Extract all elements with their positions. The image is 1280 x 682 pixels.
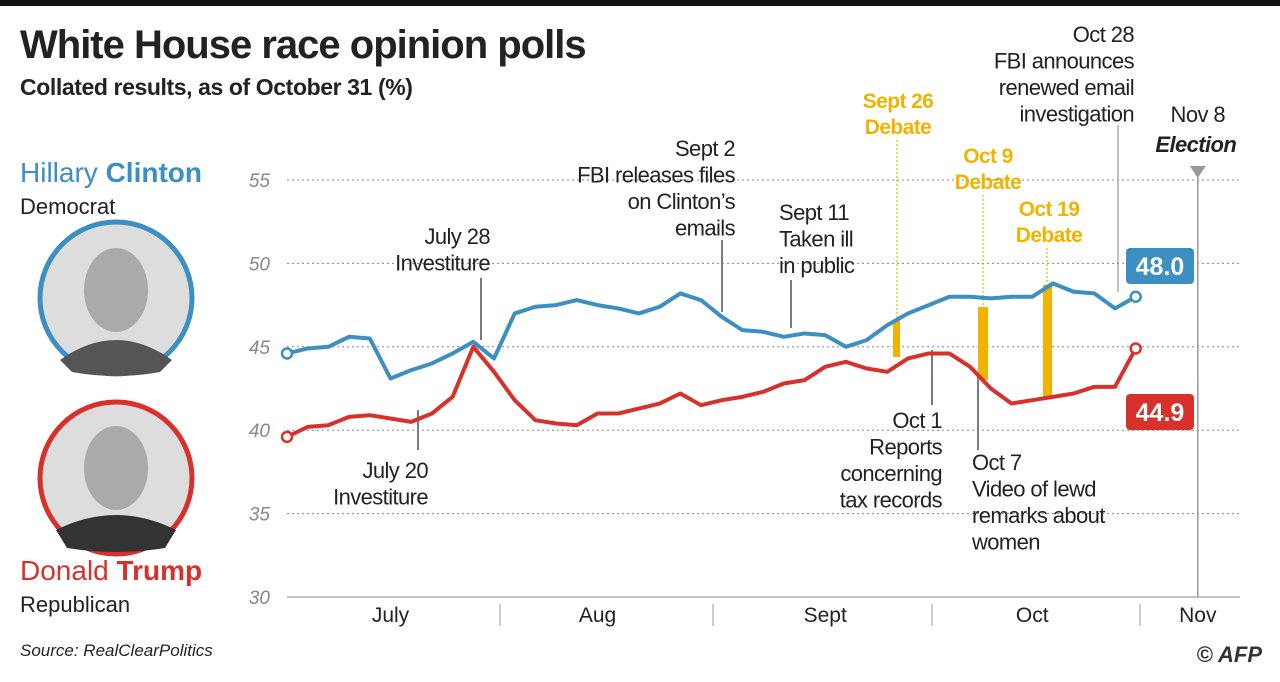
annotation-leaders [417,125,1119,450]
debate-label: Sept 26 [863,90,934,113]
election-date: Nov 8 [1171,102,1226,127]
annotation: women [971,530,1040,555]
annotation: concerning [840,461,942,486]
end-marker [1129,342,1142,355]
annotation: remarks about [972,503,1105,528]
end-marker [1129,290,1142,304]
y-tick-label: 55 [249,171,271,192]
debate-label: Debate [955,171,1021,194]
annotation: renewed email [999,75,1134,100]
legend-name: Clinton [106,157,202,188]
value-label: 44.9 [1136,399,1185,427]
end-marker [280,347,294,360]
value-label-box [1126,394,1194,430]
debate-label: Oct 9 [963,145,1013,168]
annotation: in public [779,253,855,278]
chart-subtitle: Collated results, as of October 31 (%) [20,74,413,100]
debate-bar [1043,285,1052,398]
election-label: Election [1155,132,1236,157]
chart-title: White House race opinion polls [20,23,586,67]
annotation: Investiture [395,251,490,276]
annotation: Investiture [333,485,428,510]
annotation: investigation [1020,102,1135,127]
annotation: Oct 7 [972,450,1022,475]
legend-party: Democrat [20,194,115,219]
debate-label: Oct 19 [1019,198,1080,221]
y-tick-label: 30 [249,588,271,609]
annotation: FBI releases files [577,163,736,188]
x-tick-label: Nov [1179,604,1217,627]
annotation: July 20 [362,458,428,483]
annotation: Taken ill [779,227,853,252]
debate-label: Debate [1016,224,1082,247]
legend-entry: Donald Trump [20,555,202,586]
annotation: emails [675,216,736,241]
x-tick-label: Sept [804,604,847,627]
y-tick-label: 35 [249,505,271,526]
annotation: Oct 1 [892,408,942,433]
debate-bar [893,320,900,357]
y-tick-label: 45 [249,338,271,359]
series-line [286,281,1137,381]
legend-first-name: Donald [20,555,109,586]
month-separators [499,604,1141,626]
legend-name: Trump [117,555,203,586]
annotation: Reports [869,435,942,460]
annotation: tax records [840,488,943,513]
debate-label: Debate [865,116,931,139]
x-tick-label: July [372,604,410,627]
value-label-box [1126,248,1194,284]
credit: © AFP [1196,642,1262,667]
end-marker [280,430,294,444]
value-label: 48.0 [1136,253,1185,281]
annotation: July 28 [424,224,490,249]
annotation: Sept 11 [779,200,849,225]
annotation: Sept 2 [675,136,735,161]
source: Source: RealClearPolitics [20,641,213,660]
election-marker [1189,166,1206,178]
x-tick-label: Oct [1016,604,1049,627]
legend-party: Republican [20,592,130,617]
annotation: Video of lewd [972,477,1096,502]
y-tick-label: 40 [249,421,271,442]
annotation: FBI announces [994,49,1135,74]
annotation: on Clinton’s [628,189,736,214]
top-bar [0,0,1280,6]
portrait-clinton [37,219,195,377]
annotation: Oct 28 [1073,22,1135,47]
debate-bar [978,307,988,380]
legend-first-name: Hillary [20,157,98,188]
x-tick-label: Aug [579,604,616,627]
legend-entry: Hillary Clinton [20,157,202,188]
portrait-trump [37,399,195,557]
y-tick-label: 50 [249,254,271,275]
series-line [286,344,1138,439]
